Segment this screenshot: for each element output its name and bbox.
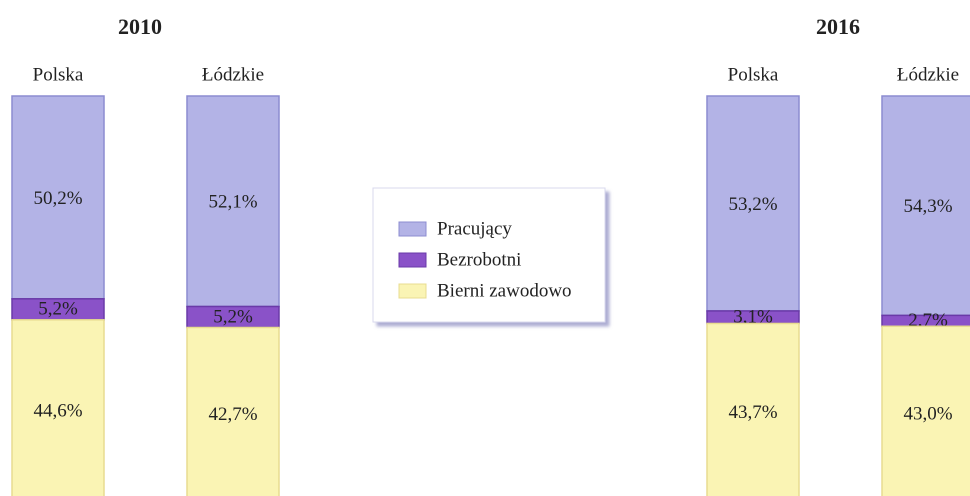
legend-label: Bierni zawodowo: [437, 280, 572, 301]
bar-segment: [186, 326, 280, 496]
value-label: 44,6%: [33, 400, 82, 421]
bar-segment: [706, 95, 800, 312]
value-label: 54,3%: [903, 196, 952, 217]
category-label: Łódzkie: [897, 64, 959, 85]
legend: Pracujący Bezrobotni Bierni zawodowo: [372, 187, 606, 323]
bar-segment: [881, 325, 970, 496]
value-label: 5,2%: [213, 306, 253, 327]
category-label: Łódzkie: [202, 64, 264, 85]
legend-swatch: [398, 252, 427, 268]
legend-label: Bezrobotni: [437, 249, 521, 270]
value-label: 50,2%: [33, 188, 82, 209]
value-label: 52,1%: [208, 192, 257, 213]
legend-swatch: [398, 283, 427, 299]
value-label: 43,0%: [903, 403, 952, 424]
bar-segment: [11, 319, 105, 496]
value-label: 53,2%: [728, 194, 777, 215]
bar-segment: [706, 322, 800, 496]
legend-swatch: [398, 221, 427, 237]
chart-title: 2016: [816, 14, 860, 39]
bar-segment: [881, 95, 970, 317]
chart-title: 2010: [118, 14, 162, 39]
value-label: 3,1%: [733, 307, 773, 328]
value-label: 42,7%: [208, 404, 257, 425]
bar-segment: [186, 95, 280, 308]
category-label: Polska: [728, 64, 779, 85]
value-label: 5,2%: [38, 299, 78, 320]
category-label: Polska: [33, 64, 84, 85]
bar-segment: [11, 95, 105, 300]
legend-label: Pracujący: [437, 218, 512, 239]
value-label: 43,7%: [728, 402, 777, 423]
